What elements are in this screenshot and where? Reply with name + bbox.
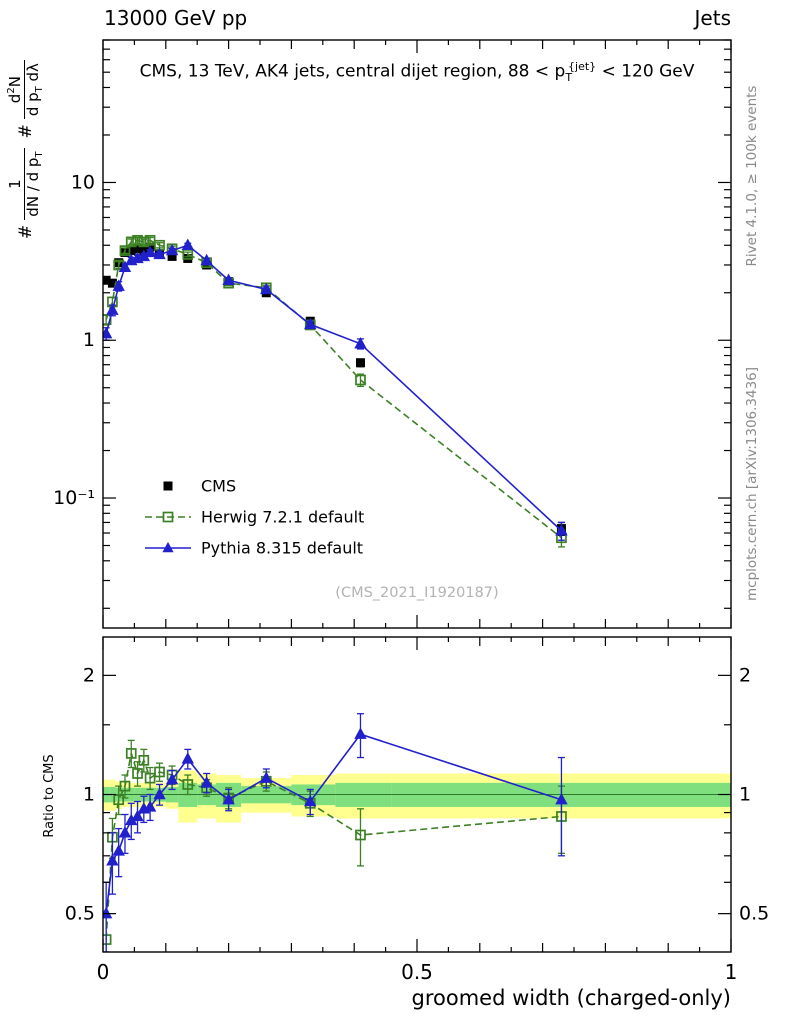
panel-frame bbox=[102, 39, 732, 629]
tick-label: 1 bbox=[725, 960, 738, 984]
tick-label: 1 bbox=[83, 784, 95, 806]
tick-label: 10⁻¹ bbox=[53, 487, 95, 509]
main-series bbox=[103, 234, 568, 548]
tick-label: 0 bbox=[97, 960, 110, 984]
legend-label: CMS bbox=[201, 477, 236, 496]
ratio-series bbox=[103, 713, 568, 952]
legend: CMS Herwig 7.2.1 default Pythia 8.315 defa… bbox=[145, 477, 364, 558]
tick-label: 2 bbox=[83, 664, 95, 686]
tick-label: 0.5 bbox=[739, 903, 769, 925]
tick-label: 1 bbox=[83, 329, 95, 351]
legend-label: Pythia 8.315 default bbox=[201, 539, 363, 558]
tick-label: 10 bbox=[71, 171, 95, 193]
ratio-bands bbox=[103, 770, 731, 823]
tick-label: 0.5 bbox=[65, 903, 95, 925]
tick-label: 1 bbox=[739, 784, 751, 806]
legend-label: Herwig 7.2.1 default bbox=[201, 508, 364, 527]
tick-label: 0.5 bbox=[401, 960, 433, 984]
tick-label: 2 bbox=[739, 664, 751, 686]
